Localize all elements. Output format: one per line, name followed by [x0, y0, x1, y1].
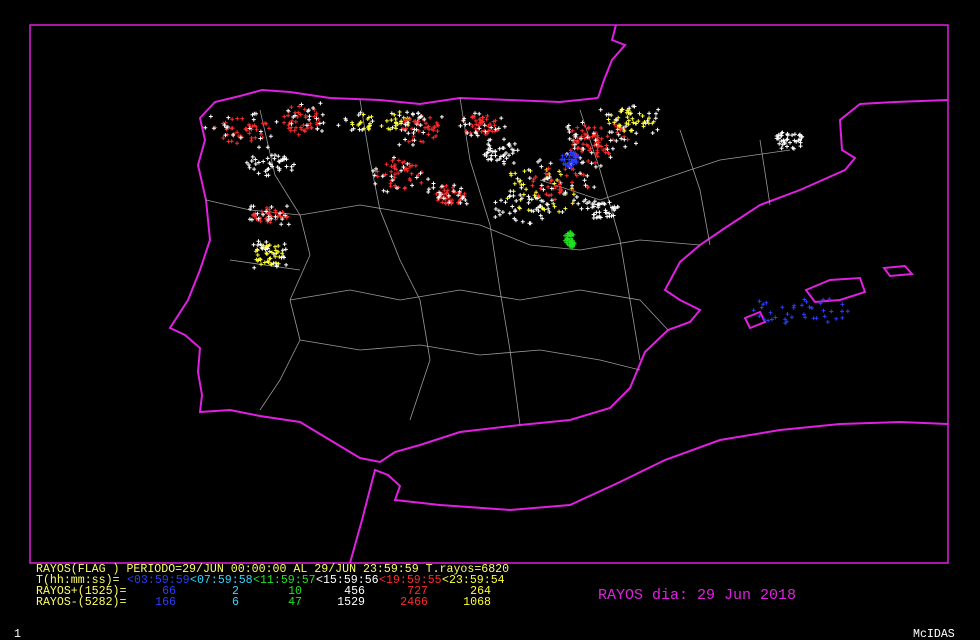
iberia-coast [168, 88, 949, 464]
strike-cluster [431, 181, 469, 206]
strike-cluster [562, 230, 577, 249]
strike-cluster [203, 111, 273, 150]
strike-cluster [527, 163, 597, 206]
day-title: RAYOS dia: 29 Jun 2018 [598, 587, 796, 604]
strike-cluster [458, 111, 507, 138]
strike-cluster [274, 101, 326, 133]
interval-label: <15:59:56 [316, 574, 379, 587]
interval-label: <03:59:59 [127, 574, 190, 587]
negative-count: 6 [232, 596, 239, 609]
province-border [299, 339, 641, 371]
strike-cluster [374, 158, 424, 191]
negative-count: 166 [155, 596, 176, 609]
strike-cluster [253, 243, 285, 267]
coastlines [168, 24, 949, 564]
strike-cluster [247, 204, 291, 227]
positive-count: 2 [232, 585, 239, 598]
negative-count: 1068 [463, 596, 491, 609]
positive-count: 66 [162, 585, 176, 598]
positive-count: 727 [407, 585, 428, 598]
ibiza [743, 310, 767, 330]
software-name: McIDAS [913, 628, 955, 640]
province-border [259, 109, 311, 411]
strike-cluster [482, 137, 520, 164]
strike-cluster [244, 153, 296, 178]
legend-label: T(hh:mm:ss)= [36, 574, 120, 587]
negative-count: 1529 [337, 596, 365, 609]
interval-label: <19:59:55 [379, 574, 442, 587]
negative-label: RAYOS-(5282)= [36, 596, 126, 609]
negative-count: 47 [288, 596, 302, 609]
positive-count: 456 [344, 585, 365, 598]
mallorca [804, 276, 867, 304]
positive-label: RAYOS+(1525)= [36, 585, 126, 598]
negative-count: 2466 [400, 596, 428, 609]
strike-cluster [565, 120, 638, 151]
header-line: RAYOS(FLAG ) PERIODO=29/JUN 00:00:00 AL … [36, 563, 509, 576]
province-border [459, 97, 521, 426]
province-border [359, 99, 431, 421]
strike-cluster [751, 297, 850, 326]
strike-cluster [371, 155, 431, 194]
strike-cluster [598, 104, 661, 136]
france-atlantic-coast [597, 24, 627, 99]
frame-number: 1 [14, 628, 21, 640]
strike-cluster [493, 193, 552, 226]
interval-label: <23:59:54 [442, 574, 505, 587]
strike-cluster [606, 107, 656, 133]
strike-cluster [397, 110, 444, 147]
strike-cluster [251, 239, 289, 270]
strike-cluster [579, 199, 620, 220]
lightning-strikes [203, 101, 850, 326]
menorca [882, 264, 915, 278]
province-border [579, 109, 641, 361]
positive-count: 264 [470, 585, 491, 598]
positive-count: 10 [288, 585, 302, 598]
strike-cluster [559, 150, 581, 170]
interval-label: <11:59:57 [253, 574, 316, 587]
interval-label: <07:59:58 [190, 574, 253, 587]
map-frame [29, 24, 949, 564]
strike-cluster [282, 104, 321, 137]
strike-cluster [350, 110, 412, 132]
africa-coast [349, 420, 949, 564]
strike-cluster [774, 130, 805, 151]
province-border [229, 129, 791, 271]
